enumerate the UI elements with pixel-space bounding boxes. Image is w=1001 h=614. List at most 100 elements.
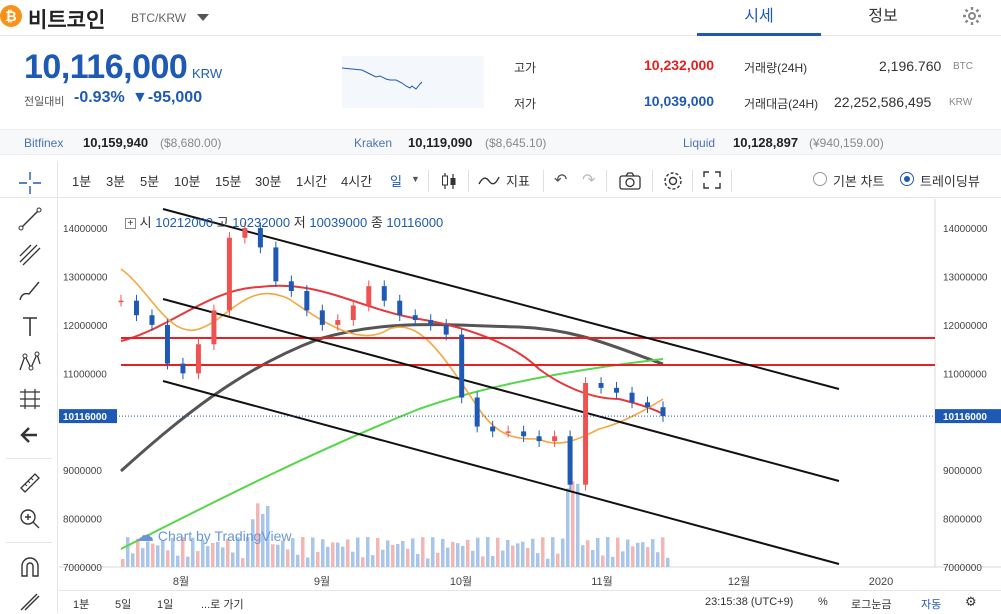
arrow-left-icon[interactable] bbox=[17, 422, 43, 448]
legend-toggle-icon[interactable]: + bbox=[125, 218, 136, 230]
change-percent: -0.93% bbox=[74, 89, 125, 106]
candle-body bbox=[304, 291, 310, 311]
price-chart[interactable]: 14000000 14000000 13000000 13000000 12000000… bbox=[59, 199, 1001, 613]
candle-body bbox=[459, 334, 465, 398]
volume-bar bbox=[186, 556, 190, 567]
candle-body bbox=[180, 363, 186, 374]
gear-icon[interactable]: ⚙ bbox=[965, 594, 977, 609]
text-icon[interactable] bbox=[17, 314, 43, 340]
magnet-icon[interactable] bbox=[17, 554, 43, 580]
time-tick-label: 11월 bbox=[591, 575, 613, 588]
candle-body bbox=[552, 436, 558, 442]
interval-30m[interactable]: 30분 bbox=[255, 174, 282, 189]
interval-15m[interactable]: 15분 bbox=[215, 174, 242, 189]
volume-bar bbox=[441, 538, 445, 567]
basic-chart-label[interactable]: 기본 차트 bbox=[833, 174, 885, 189]
interval-1h[interactable]: 1시간 bbox=[296, 174, 328, 189]
gear-icon[interactable] bbox=[962, 6, 982, 26]
volume-bar bbox=[136, 538, 140, 567]
volume-label: 거래량(24H) bbox=[744, 61, 808, 75]
interval-3m[interactable]: 3분 bbox=[106, 174, 126, 189]
brush-icon[interactable] bbox=[17, 278, 43, 304]
volume-bar bbox=[596, 537, 600, 567]
exchange-usd: ($8,680.00) bbox=[160, 136, 222, 150]
tab-price[interactable]: 시세 bbox=[697, 0, 821, 36]
tab-info[interactable]: 정보 bbox=[868, 8, 898, 25]
coin-pair[interactable]: BTC/KRW bbox=[131, 11, 187, 25]
fullscreen-icon[interactable] bbox=[702, 170, 722, 190]
range-5d[interactable]: 5일 bbox=[115, 599, 132, 611]
volume-bar bbox=[206, 546, 210, 567]
volume-bar bbox=[371, 555, 375, 567]
volume-bar bbox=[641, 542, 645, 567]
auto-scale-toggle[interactable]: 자동 bbox=[921, 599, 942, 611]
candle-body bbox=[366, 286, 372, 306]
interval-day[interactable]: 일 bbox=[390, 174, 402, 189]
volume-bar bbox=[151, 543, 155, 567]
indicator-icon[interactable] bbox=[478, 171, 500, 191]
percent-toggle[interactable]: % bbox=[818, 596, 828, 608]
zoom-in-icon[interactable] bbox=[17, 506, 43, 532]
interval-5m[interactable]: 5분 bbox=[140, 174, 160, 189]
volume-bar bbox=[416, 553, 420, 567]
crosshair-icon[interactable] bbox=[17, 170, 43, 196]
exchange-price: 10,159,940 bbox=[83, 135, 149, 150]
volume-bar bbox=[341, 546, 345, 567]
chevron-down-icon[interactable]: ▼ bbox=[411, 174, 420, 184]
time-tick-label: 2020 bbox=[869, 576, 893, 588]
lock-drawing-icon[interactable] bbox=[17, 588, 43, 614]
price-tick-label: 7000000 bbox=[63, 563, 102, 574]
candle-body bbox=[118, 300, 124, 303]
settings-gear-icon[interactable] bbox=[662, 170, 684, 192]
chevron-down-icon[interactable] bbox=[197, 14, 209, 21]
interval-1m[interactable]: 1분 bbox=[72, 174, 92, 189]
volume-bar bbox=[196, 551, 200, 567]
volume-bar bbox=[181, 537, 185, 567]
indicator-button[interactable]: 지표 bbox=[506, 174, 530, 189]
volume-bar bbox=[471, 550, 475, 567]
interval-4h[interactable]: 4시간 bbox=[341, 174, 373, 189]
price-tick-label: 8000000 bbox=[943, 515, 982, 526]
pattern-icon[interactable] bbox=[17, 350, 43, 376]
bitcoin-logo-icon: ₿ bbox=[0, 5, 22, 27]
goto-button[interactable]: ...로 가기 bbox=[201, 599, 244, 611]
prediction-icon[interactable] bbox=[17, 386, 43, 412]
tradingview-radio[interactable] bbox=[900, 172, 914, 186]
drawing-toolbar bbox=[0, 162, 58, 613]
volume-bar bbox=[191, 537, 195, 567]
candlestick-icon[interactable] bbox=[438, 170, 460, 192]
log-scale-toggle[interactable]: 로그눈금 bbox=[851, 599, 892, 611]
volume-bar bbox=[556, 553, 560, 567]
change-amount: ▼-95,000 bbox=[132, 89, 203, 106]
volume-bar bbox=[321, 539, 325, 567]
ruler-icon[interactable] bbox=[17, 470, 43, 496]
volume-bar bbox=[126, 537, 130, 567]
volume-bar bbox=[351, 551, 355, 567]
range-1d[interactable]: 1일 bbox=[157, 599, 174, 611]
time-tick-label: 12월 bbox=[728, 575, 750, 588]
volume-bar bbox=[131, 553, 135, 567]
undo-icon[interactable]: ↶ bbox=[554, 172, 568, 189]
volume-bar bbox=[501, 550, 505, 567]
volume-bar bbox=[651, 539, 655, 567]
volume-bar bbox=[546, 558, 550, 567]
pitchfork-icon[interactable] bbox=[17, 242, 43, 268]
price-tick-label: 13000000 bbox=[63, 272, 108, 283]
volume-bar bbox=[246, 537, 250, 567]
interval-10m[interactable]: 10분 bbox=[174, 174, 201, 189]
tradingview-label[interactable]: 트레이딩뷰 bbox=[920, 174, 980, 189]
trend-line-icon[interactable] bbox=[17, 206, 43, 232]
volume-bar bbox=[406, 548, 410, 567]
range-1m[interactable]: 1분 bbox=[73, 599, 90, 611]
coin-name[interactable]: 비트코인 bbox=[28, 9, 106, 32]
candle-body bbox=[226, 237, 232, 311]
camera-icon[interactable] bbox=[618, 171, 642, 191]
volume-bar bbox=[606, 537, 610, 567]
volume-bar bbox=[661, 537, 665, 567]
basic-chart-radio[interactable] bbox=[813, 172, 827, 186]
volume-bar bbox=[251, 519, 255, 567]
candle-body bbox=[629, 392, 635, 403]
volume-bar bbox=[166, 550, 170, 567]
redo-icon[interactable]: ↷ bbox=[582, 172, 596, 189]
volume-bar bbox=[261, 513, 265, 567]
